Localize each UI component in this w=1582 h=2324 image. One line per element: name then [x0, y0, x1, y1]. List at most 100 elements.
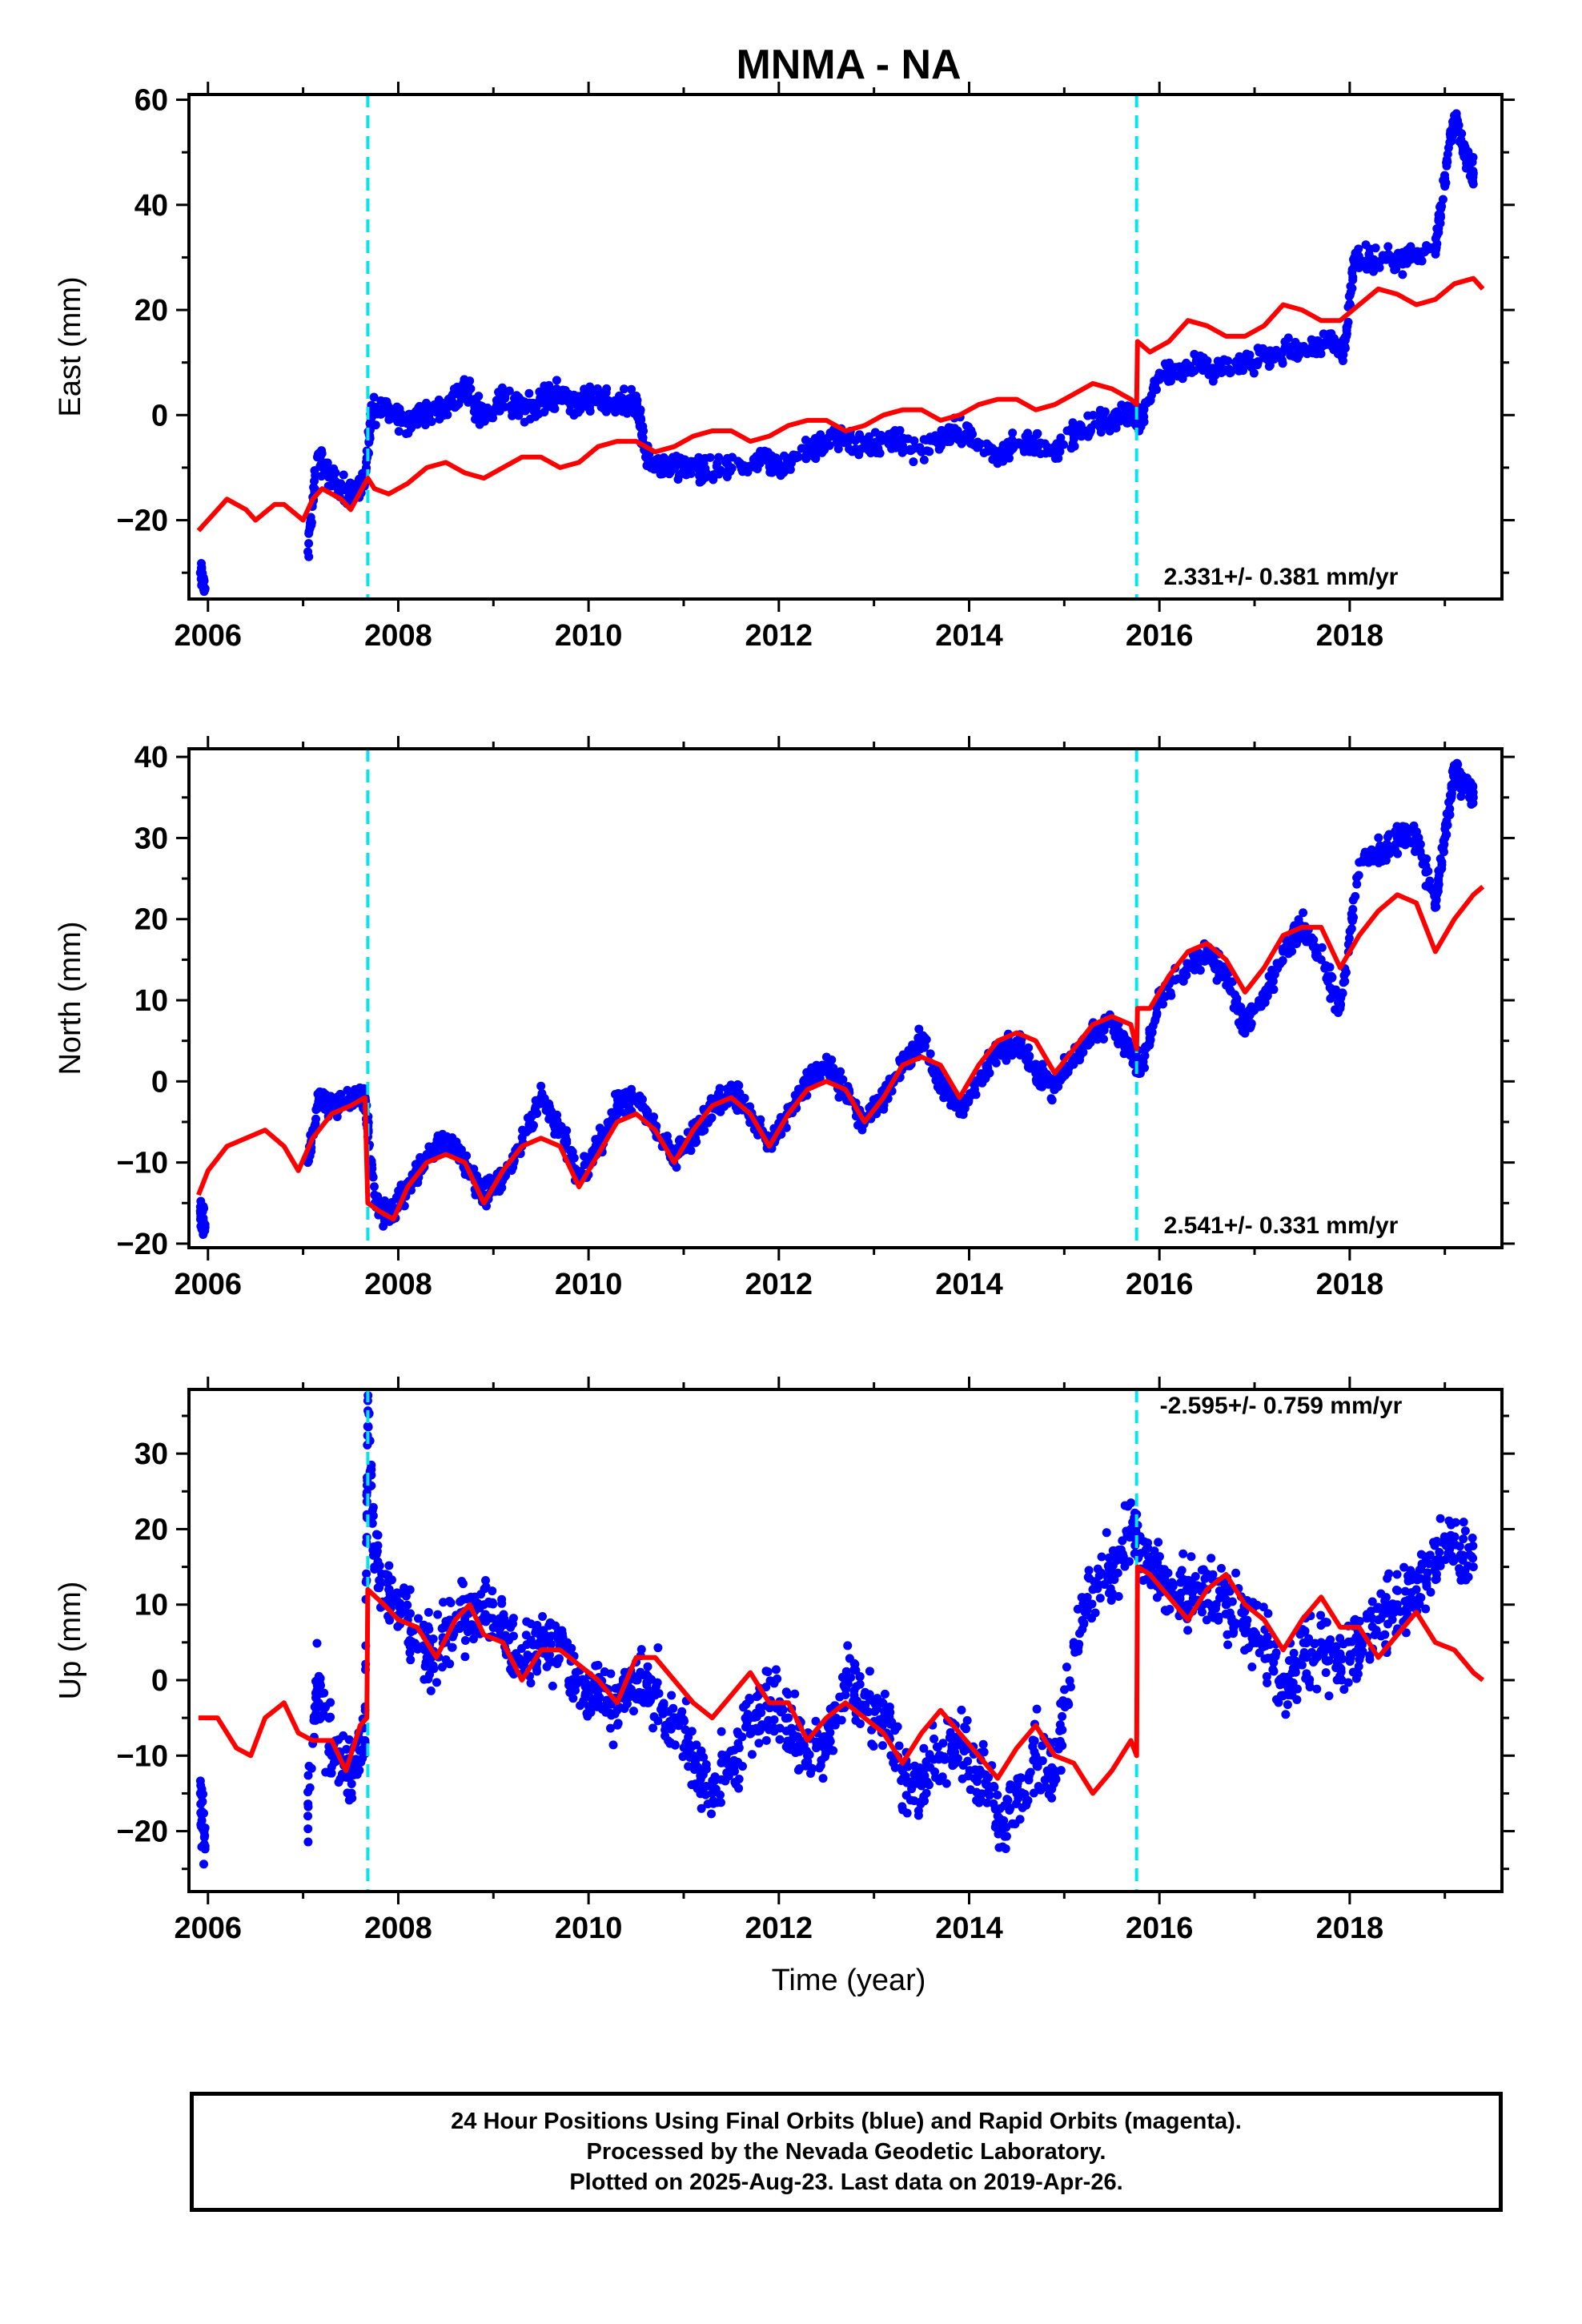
data-point — [1461, 163, 1471, 173]
data-point — [1263, 1632, 1272, 1642]
data-point — [1354, 251, 1363, 261]
data-point — [582, 1708, 592, 1718]
data-point — [953, 426, 962, 436]
data-point — [621, 1095, 631, 1104]
data-point — [371, 420, 380, 430]
data-point — [304, 552, 314, 561]
data-point — [1278, 956, 1287, 966]
data-point — [1263, 1679, 1272, 1688]
data-point — [902, 1808, 912, 1818]
data-point — [314, 1700, 323, 1710]
data-point — [1443, 143, 1453, 153]
data-point — [1263, 1609, 1273, 1618]
data-point — [635, 1095, 644, 1104]
data-point — [761, 1667, 771, 1676]
data-point — [583, 400, 592, 409]
data-point — [1092, 1026, 1102, 1035]
data-point — [1132, 1550, 1142, 1559]
data-point — [434, 395, 444, 404]
data-point — [1083, 411, 1093, 420]
data-point — [845, 431, 855, 440]
data-point — [761, 1683, 771, 1692]
data-point — [993, 1791, 1002, 1800]
data-point — [779, 468, 789, 477]
data-point — [1382, 839, 1391, 849]
y-tick-label: 10 — [135, 984, 168, 1018]
data-point — [636, 1645, 646, 1655]
data-point — [909, 1770, 919, 1779]
data-point — [424, 1607, 433, 1617]
data-point — [1231, 1568, 1241, 1578]
data-point — [318, 1688, 327, 1698]
data-point — [1342, 325, 1351, 335]
data-point — [1452, 761, 1461, 770]
data-point — [821, 1052, 831, 1062]
data-point — [1267, 978, 1276, 987]
data-point — [1391, 256, 1400, 266]
data-point — [1192, 952, 1202, 962]
data-point — [959, 1744, 969, 1754]
data-point — [523, 1113, 532, 1123]
data-point — [1097, 1552, 1106, 1562]
data-point — [529, 1120, 539, 1130]
data-point — [950, 1747, 960, 1757]
data-point — [766, 465, 776, 475]
data-point — [1278, 359, 1287, 368]
data-point — [781, 1687, 791, 1697]
data-point — [845, 1654, 854, 1663]
data-point — [754, 1739, 764, 1748]
data-point — [1271, 345, 1281, 355]
data-point — [973, 1777, 982, 1787]
data-point — [1445, 810, 1455, 819]
data-point — [1022, 1796, 1031, 1806]
x-tick-label: 2008 — [364, 619, 432, 653]
data-point — [1034, 1758, 1044, 1767]
data-point — [1055, 1726, 1065, 1735]
data-point — [1283, 333, 1293, 343]
data-point — [1166, 991, 1176, 1000]
data-point — [1069, 432, 1078, 442]
data-point — [1283, 1672, 1292, 1682]
data-point — [303, 1799, 313, 1809]
data-point — [522, 1617, 532, 1626]
data-point — [1291, 1656, 1300, 1666]
data-point — [870, 428, 880, 437]
data-point — [403, 1600, 412, 1610]
data-point — [1283, 1691, 1293, 1700]
data-point — [1333, 349, 1343, 359]
data-point — [965, 1766, 974, 1775]
data-point — [843, 1641, 853, 1651]
data-point — [965, 434, 974, 444]
data-point — [974, 1798, 984, 1807]
data-point — [653, 1716, 663, 1726]
data-point — [1113, 1568, 1122, 1578]
data-point — [833, 444, 843, 453]
data-point — [901, 1791, 911, 1800]
data-point — [444, 395, 453, 404]
data-point — [324, 1713, 334, 1723]
data-point — [982, 1063, 991, 1072]
data-point — [850, 1659, 860, 1669]
data-point — [1340, 344, 1350, 353]
data-point — [1066, 444, 1076, 453]
data-point — [1191, 1571, 1200, 1581]
y-tick-label: 30 — [135, 822, 168, 855]
data-point — [648, 1723, 658, 1733]
data-point — [597, 1704, 607, 1714]
data-point — [811, 454, 821, 464]
data-point — [733, 1106, 742, 1116]
data-point — [391, 1597, 401, 1606]
data-point — [363, 1421, 373, 1431]
data-point — [1419, 854, 1428, 864]
data-point — [544, 1621, 554, 1630]
data-point — [320, 458, 330, 468]
data-point — [779, 451, 789, 460]
data-point — [565, 1146, 575, 1156]
data-point — [791, 1743, 801, 1752]
y-tick-label: −20 — [117, 505, 168, 538]
data-point — [363, 1369, 372, 1378]
data-point — [692, 1740, 701, 1750]
data-point — [784, 1713, 793, 1723]
data-point — [307, 1763, 316, 1773]
data-point — [526, 1679, 536, 1688]
